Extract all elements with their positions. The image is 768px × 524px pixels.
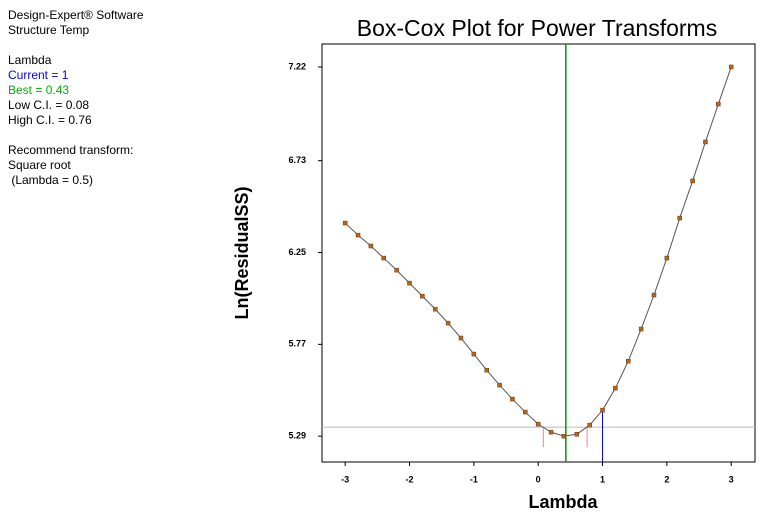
software: Design-Expert® Software [8, 8, 144, 22]
x-tick-label: 0 [536, 474, 541, 484]
response: Structure Temp [8, 23, 90, 37]
point [535, 421, 541, 427]
point [600, 407, 605, 413]
current: Current = 1 [8, 68, 69, 82]
y-tick-label: 6.73 [288, 155, 306, 165]
point [561, 433, 567, 439]
point [626, 358, 631, 364]
point [638, 326, 644, 332]
plot-frame [321, 43, 756, 463]
transform: Square root [8, 158, 71, 172]
low-ci: Low C.I. = 0.08 [8, 98, 90, 112]
high-ci: High C.I. = 0.76 [8, 113, 92, 127]
point [548, 429, 554, 435]
y-tick-label: 5.29 [288, 431, 306, 441]
point [497, 382, 502, 388]
point [664, 255, 670, 261]
point [432, 306, 438, 312]
transform-lambda: (Lambda = 0.5) [8, 173, 94, 187]
curve [344, 66, 732, 437]
heading: Lambda [8, 53, 52, 67]
point [355, 232, 361, 238]
point [613, 385, 618, 391]
point [445, 320, 451, 326]
x-tick-label: 2 [664, 474, 669, 484]
point [510, 396, 515, 402]
point [651, 292, 657, 298]
point [381, 255, 387, 261]
y-tick-label: 6.25 [288, 247, 306, 257]
x-tick-label: -1 [470, 474, 478, 484]
point [458, 335, 464, 341]
point [484, 367, 489, 373]
point [703, 139, 708, 145]
y-tick-label: 5.77 [288, 339, 306, 349]
point [677, 215, 682, 221]
point [394, 267, 399, 273]
point [728, 64, 734, 70]
y-axis-label: Ln(ResidualSS) [232, 186, 252, 319]
x-tick-label: -3 [341, 474, 349, 484]
point [342, 220, 348, 226]
point [587, 422, 592, 428]
x-tick-label: -2 [405, 474, 413, 484]
point [716, 101, 721, 107]
point [574, 432, 580, 437]
chart-title: Box-Cox Plot for Power Transforms [357, 15, 717, 41]
recommend: Recommend transform: [8, 143, 134, 157]
x-axis-label: Lambda [528, 492, 598, 512]
point [523, 409, 528, 415]
point [368, 243, 374, 249]
sidebar: Design-Expert® Software Structure Temp L… [8, 8, 144, 188]
point [690, 178, 695, 184]
y-tick-label: 7.22 [288, 61, 306, 71]
point [420, 293, 425, 299]
best: Best = 0.43 [8, 83, 70, 97]
x-tick-label: 3 [729, 474, 734, 484]
point [471, 351, 477, 357]
x-tick-label: 1 [600, 474, 605, 484]
point [407, 280, 412, 286]
